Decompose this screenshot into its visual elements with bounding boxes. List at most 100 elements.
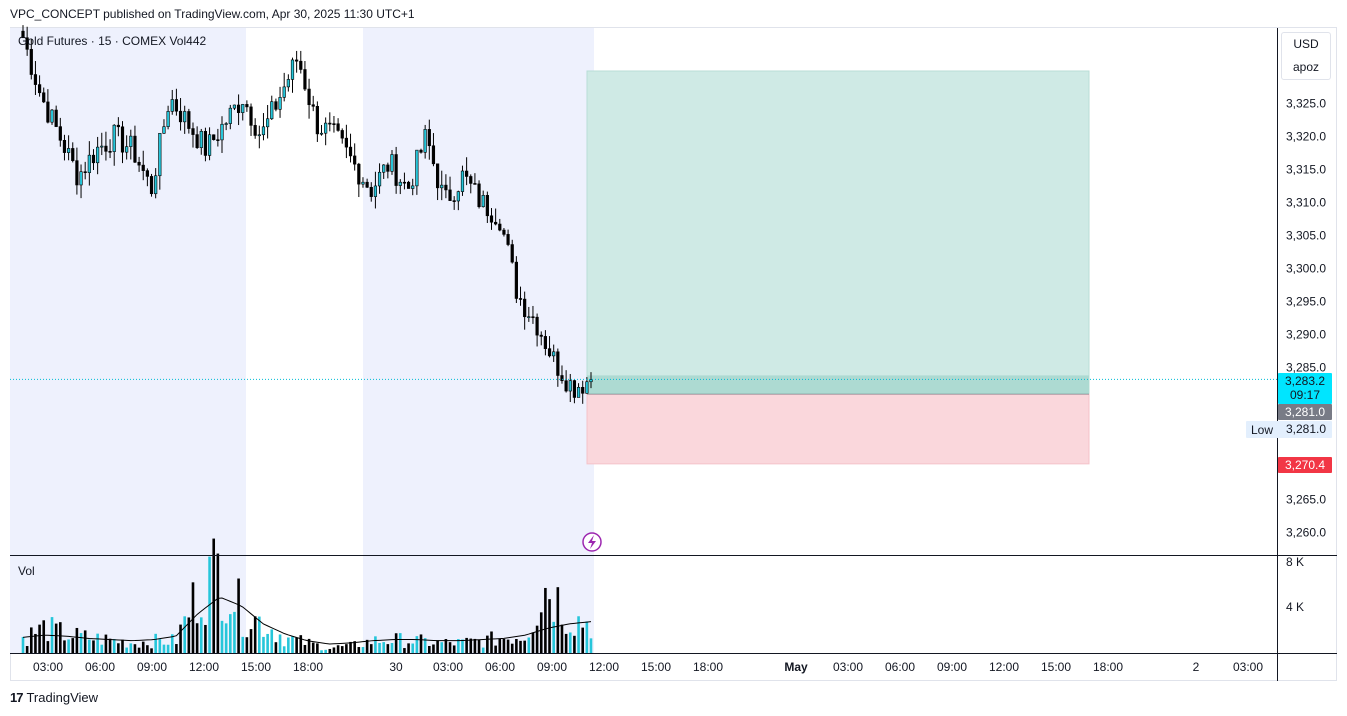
volume-bar [548, 599, 551, 653]
volume-bar [83, 630, 87, 653]
volume-bar [457, 639, 460, 653]
candle [361, 177, 365, 188]
volume-bar [423, 638, 427, 653]
volume-bar [428, 645, 431, 653]
candle [232, 104, 237, 111]
volume-bar [324, 649, 327, 653]
candle [174, 88, 179, 116]
candle [133, 125, 137, 163]
candle-body [29, 49, 33, 75]
volume-bar [415, 636, 419, 653]
candle-body [71, 148, 75, 161]
volume-bar [291, 636, 294, 653]
time-tick-label: 2 [1193, 660, 1200, 674]
volume-bar [249, 629, 253, 653]
volume-bar [166, 644, 170, 653]
candle [494, 208, 498, 226]
candle [46, 89, 50, 124]
candle [199, 128, 203, 155]
lightning-icon [582, 532, 602, 552]
symbol-legend[interactable]: Gold Futures · 15 · COMEX Vol442 [18, 34, 206, 48]
volume-bar [490, 631, 493, 653]
candle-body [54, 109, 58, 127]
candle [489, 208, 494, 230]
candle-body [187, 111, 191, 129]
candle-body [572, 380, 577, 398]
candle-body [195, 134, 199, 148]
footer-brand[interactable]: 17 TradingView [10, 690, 98, 705]
volume-bar [436, 640, 439, 653]
time-tick-label: 06:00 [885, 660, 915, 674]
volume-bar [262, 636, 265, 653]
candle-body [50, 109, 54, 123]
candle [178, 98, 183, 131]
price-tick-label: 3,310.0 [1286, 196, 1326, 210]
candle-body [535, 316, 539, 336]
candle [116, 117, 120, 137]
candle-body [564, 380, 568, 392]
candle-body [460, 170, 465, 192]
footer-brand-text: TradingView [26, 690, 99, 705]
candle-body [257, 134, 261, 137]
publisher-line: VPC_CONCEPT published on TradingView.com… [10, 7, 415, 21]
volume-pane-label: Vol [18, 564, 35, 578]
volume-bar [573, 635, 576, 653]
currency-selector[interactable]: USD apoz [1281, 32, 1331, 80]
candle-body [576, 387, 581, 398]
candle [249, 103, 253, 136]
candle [290, 57, 295, 93]
candle [195, 126, 199, 149]
volume-bar [320, 650, 323, 653]
currency-label: USD [1293, 37, 1319, 51]
candle [33, 61, 38, 95]
volume-bar [212, 538, 216, 653]
candle [377, 163, 382, 194]
candle-body [236, 104, 241, 113]
candle-body [315, 105, 319, 135]
volume-bar [307, 638, 311, 653]
candle [572, 379, 577, 404]
candle-body [390, 154, 394, 172]
candle [348, 133, 353, 163]
volume-bar [544, 587, 547, 653]
volume-bar [386, 644, 390, 653]
candle [423, 124, 427, 159]
volume-bar [473, 638, 477, 653]
candle-body [303, 69, 307, 90]
volume-bar [295, 637, 298, 653]
volume-bar [556, 587, 560, 653]
volume-bar [581, 627, 585, 653]
candle [228, 104, 232, 130]
candle-body [58, 126, 62, 141]
candle [444, 174, 448, 199]
candle [257, 125, 261, 149]
volume-bar [67, 639, 70, 653]
candle [50, 109, 54, 125]
candle [220, 116, 224, 153]
low-label-text: Low [1251, 423, 1273, 437]
volume-bar [175, 644, 178, 653]
candle [539, 331, 543, 346]
candle [62, 134, 67, 161]
volume-bar [539, 612, 543, 653]
volume-bar [224, 623, 228, 653]
candle [547, 336, 552, 358]
volume-bar [199, 617, 203, 653]
volume-bar [461, 639, 464, 653]
candle-body [514, 261, 518, 299]
candle-body [116, 124, 120, 128]
volume-bar [100, 644, 104, 653]
candle-body [129, 135, 133, 147]
price-tick-label: 3,290.0 [1286, 328, 1326, 342]
last-price-badge: 3,283.209:17 [1278, 373, 1332, 404]
candle [560, 365, 564, 384]
volume-bar [54, 623, 58, 653]
candle-body [162, 126, 166, 134]
candle [473, 173, 477, 185]
candle [456, 190, 460, 211]
candle-body [83, 171, 87, 174]
volume-value: Vol442 [169, 34, 207, 48]
candle [510, 239, 514, 264]
candle [552, 344, 556, 362]
